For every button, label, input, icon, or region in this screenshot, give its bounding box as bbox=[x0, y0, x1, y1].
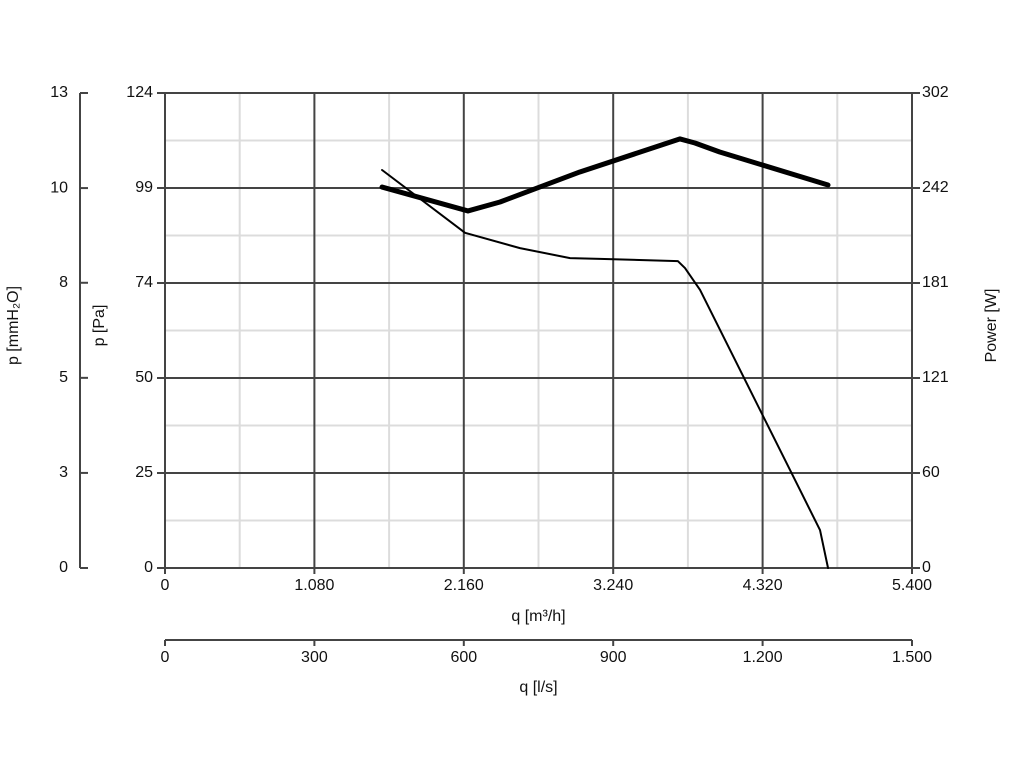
y2-axis-label: Power [W] bbox=[983, 289, 1000, 363]
x2-tick-label: 600 bbox=[450, 649, 477, 666]
y3-tick-label: 5 bbox=[59, 369, 68, 386]
y-tick-label: 99 bbox=[135, 179, 153, 196]
y2-tick-label: 121 bbox=[922, 369, 949, 386]
x-tick-label: 5.400 bbox=[892, 577, 932, 594]
x-tick-label: 2.160 bbox=[444, 577, 484, 594]
x-tick-label: 0 bbox=[161, 577, 170, 594]
y2-tick-label: 242 bbox=[922, 179, 949, 196]
y2-tick-label: 60 bbox=[922, 464, 940, 481]
y-tick-label: 25 bbox=[135, 464, 153, 481]
y3-tick-label: 3 bbox=[59, 464, 68, 481]
plot-frame bbox=[164, 92, 913, 569]
y2-tick-label: 302 bbox=[922, 84, 949, 101]
y3-tick-label: 8 bbox=[59, 274, 68, 291]
x-axis-label: q [m³/h] bbox=[511, 608, 565, 625]
y3-tick-label: 10 bbox=[50, 179, 68, 196]
y-axis-label: p [Pa] bbox=[91, 305, 108, 347]
series-line bbox=[381, 168, 830, 569]
y3-tick-label: 0 bbox=[59, 559, 68, 576]
y2-tick-label: 0 bbox=[922, 559, 931, 576]
y-tick-label: 50 bbox=[135, 369, 153, 386]
x-tick-label: 4.320 bbox=[743, 577, 783, 594]
y3-tick-label: 13 bbox=[50, 84, 68, 101]
x2-tick-label: 900 bbox=[600, 649, 627, 666]
x2-axis-label: q [l/s] bbox=[519, 679, 557, 696]
x2-tick-label: 0 bbox=[161, 649, 170, 666]
x2-tick-label: 1.200 bbox=[743, 649, 783, 666]
x-tick-label: 3.240 bbox=[593, 577, 633, 594]
x-tick-label: 1.080 bbox=[294, 577, 334, 594]
y3-axis-label: p [mmH₂O] bbox=[5, 286, 22, 365]
series-line bbox=[379, 136, 831, 214]
x2-tick-label: 1.500 bbox=[892, 649, 932, 666]
y-tick-label: 124 bbox=[126, 84, 153, 101]
y2-tick-label: 181 bbox=[922, 274, 949, 291]
y-tick-label: 74 bbox=[135, 274, 153, 291]
y-tick-label: 0 bbox=[144, 559, 153, 576]
x2-tick-label: 300 bbox=[301, 649, 328, 666]
